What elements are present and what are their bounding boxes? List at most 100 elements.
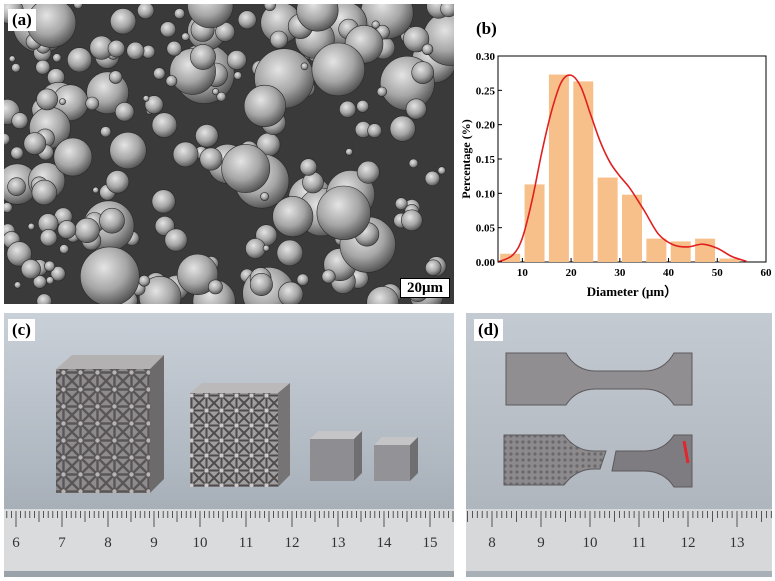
- powder-particle: [138, 276, 182, 304]
- powder-particle: [164, 228, 188, 252]
- powder-particle: [311, 42, 365, 97]
- y-tick-label: 0.15: [476, 154, 496, 166]
- large-lattice-cube: [56, 355, 164, 493]
- powder-particle: [245, 238, 266, 259]
- x-tick-label: 50: [712, 267, 724, 279]
- powder-particle: [276, 239, 303, 267]
- powder-particle: [107, 39, 126, 58]
- panel-a-label: (a): [8, 9, 36, 31]
- powder-particle: [7, 177, 26, 196]
- powder-particle: [216, 91, 227, 102]
- powder-particle: [99, 207, 125, 234]
- histogram-bar: [719, 258, 740, 262]
- powder-particle: [32, 275, 47, 289]
- powder-particle: [172, 141, 199, 168]
- x-tick-label: 40: [663, 267, 675, 279]
- ruler-number: 13: [331, 535, 346, 551]
- powder-particle: [356, 100, 370, 113]
- powder-particle: [174, 8, 186, 20]
- powder-particle: [376, 86, 388, 97]
- histogram-bar: [646, 238, 667, 262]
- powder-particle: [262, 244, 270, 252]
- powder-particle: [181, 32, 190, 41]
- powder-particle: [109, 131, 147, 170]
- powder-particle: [59, 98, 66, 105]
- powder-particle: [272, 196, 314, 238]
- powder-particle: [11, 63, 21, 73]
- powder-particle: [4, 202, 13, 213]
- powder-particle: [405, 98, 427, 120]
- powder-particle: [45, 276, 54, 285]
- powder-particle: [66, 47, 92, 73]
- powder-particle: [403, 26, 430, 53]
- histogram-bar: [597, 177, 618, 262]
- histogram-bar: [622, 194, 642, 262]
- panel-c-label: (c): [8, 319, 35, 341]
- powder-particle: [114, 102, 135, 122]
- powder-particle: [151, 189, 176, 214]
- x-tick-label: 60: [761, 267, 773, 279]
- ruler-number: 12: [285, 535, 300, 551]
- ruler-number: 15: [423, 535, 438, 551]
- powder-particle: [44, 260, 56, 272]
- powder-particle: [221, 144, 271, 193]
- y-tick-label: 0.05: [476, 223, 496, 235]
- diameter-histogram: 0.00 0.05 0.10 0.15 0.20 0.25 0.30 10 20 30 40 50 60…: [460, 51, 773, 299]
- ruler-number: 7: [58, 535, 66, 551]
- histogram-bar: [524, 184, 545, 262]
- powder-particle: [187, 4, 234, 29]
- ruler-number: 8: [104, 535, 112, 551]
- panel-d-label: (d): [474, 319, 503, 341]
- powder-particle: [10, 146, 24, 160]
- powder-particle: [233, 71, 243, 80]
- powder-particle: [339, 100, 357, 118]
- powder-particle: [160, 21, 177, 38]
- powder-particle: [249, 272, 273, 296]
- powder-particle: [226, 50, 247, 71]
- powder-particle: [80, 246, 140, 304]
- powder-particle: [269, 30, 288, 49]
- powder-particle: [11, 112, 29, 130]
- powder-particle: [74, 217, 100, 243]
- ruler-number: 11: [632, 535, 646, 551]
- powder-particle: [39, 229, 58, 247]
- scale-bar-label: 20μm: [407, 280, 443, 296]
- powder-particle: [126, 41, 145, 60]
- panel-b-label: (b): [472, 18, 501, 40]
- powder-particle: [421, 43, 434, 55]
- ruler-number: 13: [730, 535, 745, 551]
- fractured-specimen-right: [611, 434, 693, 488]
- ruler-number: 10: [583, 535, 598, 551]
- histogram-bar: [695, 238, 716, 262]
- powder-particle: [300, 62, 309, 71]
- sem-image-panel: (a) 20μm: [4, 4, 454, 304]
- powder-particle: [296, 273, 309, 286]
- powder-particle: [57, 220, 77, 239]
- ruler-c: 6 7 8 9 10 11 12 13 14 15: [4, 509, 454, 571]
- powder-particle: [394, 197, 408, 210]
- powder-particle: [177, 253, 219, 295]
- powder-particle: [36, 88, 59, 111]
- powder-particle: [299, 158, 318, 176]
- powder-particle: [20, 259, 41, 280]
- scale-bar: 20μm: [400, 278, 450, 298]
- powder-particle: [4, 133, 11, 146]
- powder-particle: [408, 158, 419, 169]
- powder-particle: [207, 279, 223, 295]
- powder-particle: [190, 44, 216, 70]
- density-curve: [497, 74, 747, 263]
- powder-particle: [243, 84, 286, 128]
- powder-particle: [237, 10, 257, 30]
- powder-particle: [144, 95, 164, 115]
- powder-particle: [109, 8, 137, 35]
- powder-particle: [142, 95, 150, 102]
- lattice-sample-photo: 6 7 8 9 10 11 12 13 14 15 (c): [4, 313, 454, 577]
- powder-particle: [366, 286, 399, 304]
- powder-particle: [31, 179, 57, 206]
- solid-cube-1: [310, 431, 362, 481]
- powder-particle: [137, 4, 155, 20]
- sem-powder-image: [4, 4, 454, 304]
- histogram-bar: [548, 74, 569, 262]
- powder-particle: [260, 192, 269, 201]
- ruler-number: 11: [239, 535, 253, 551]
